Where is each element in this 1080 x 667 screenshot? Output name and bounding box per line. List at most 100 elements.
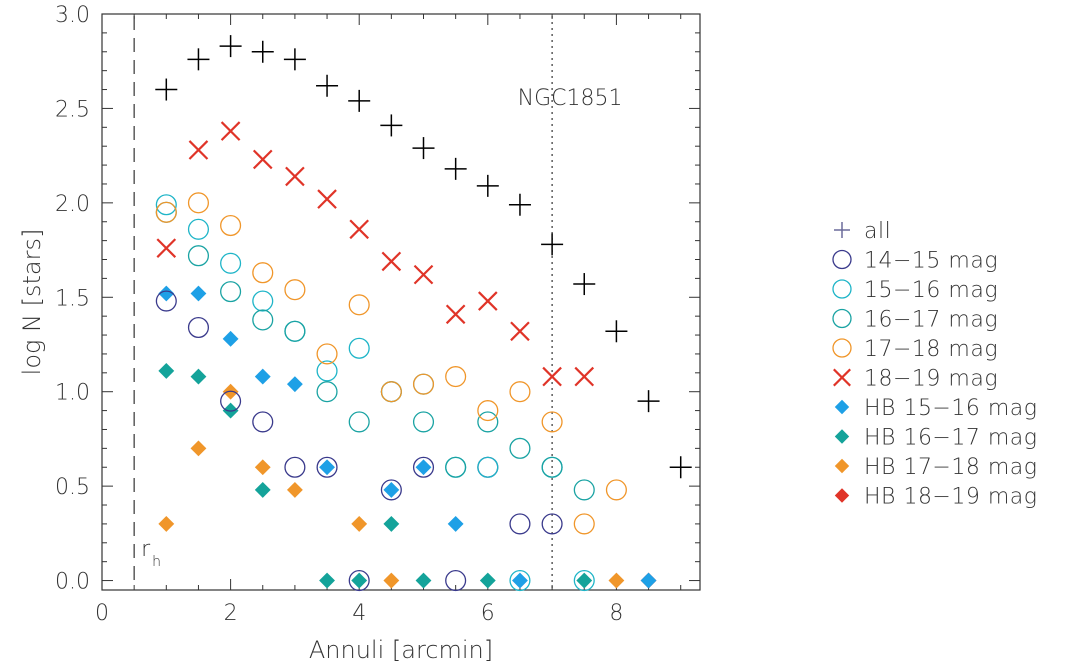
y-tick-label: 2.5 bbox=[55, 97, 90, 122]
data-point bbox=[285, 166, 305, 187]
data-point bbox=[222, 330, 239, 347]
data-point bbox=[509, 513, 531, 535]
data-point bbox=[220, 121, 241, 141]
data-point bbox=[573, 479, 595, 501]
data-point bbox=[348, 411, 370, 433]
data-point bbox=[252, 290, 274, 312]
series-circle-2 bbox=[155, 194, 595, 592]
data-point bbox=[317, 189, 337, 209]
legend-item: HB 16−17 mag bbox=[834, 426, 1037, 451]
data-point bbox=[252, 262, 274, 284]
legend-label: 14−15 mag bbox=[864, 249, 998, 274]
x-tick-label: 6 bbox=[481, 601, 495, 626]
series-diamond-6 bbox=[158, 285, 657, 589]
data-point bbox=[573, 273, 596, 296]
data-point bbox=[319, 572, 335, 589]
data-point bbox=[188, 140, 209, 160]
data-point bbox=[574, 366, 595, 387]
y-tick-label: 1.5 bbox=[55, 286, 90, 311]
legend-item: 18−19 mag bbox=[833, 367, 998, 392]
data-point bbox=[380, 114, 403, 137]
data-point bbox=[156, 238, 177, 258]
plot-area: 0 2 4 6 8 0.0 0.5 1.0 1.5 2.0 2.5 3.0 Annuli [arcmin… bbox=[18, 3, 701, 664]
data-point bbox=[412, 411, 435, 433]
legend-marker bbox=[834, 458, 850, 474]
data-point bbox=[220, 252, 242, 274]
data-point bbox=[316, 456, 338, 478]
legend-label: HB 18−19 mag bbox=[864, 485, 1037, 510]
rh-subscript: h bbox=[152, 554, 161, 570]
legend-marker bbox=[832, 279, 852, 299]
data-point bbox=[251, 40, 274, 63]
legend-item: 16−17 mag bbox=[832, 308, 998, 333]
legend-marker bbox=[832, 338, 852, 358]
legend-item: all bbox=[834, 219, 891, 244]
x-tick-label: 4 bbox=[352, 601, 366, 626]
data-point bbox=[478, 291, 498, 311]
data-point bbox=[158, 515, 175, 532]
data-point bbox=[187, 48, 210, 71]
legend-marker bbox=[834, 488, 850, 503]
legend-marker bbox=[834, 429, 850, 444]
data-point bbox=[510, 321, 530, 342]
data-point bbox=[316, 74, 339, 97]
legend: all 14−15 mag 15−16 mag 16−17 mag 17−18 mag 1… bbox=[832, 219, 1037, 510]
data-point bbox=[284, 279, 306, 301]
data-point bbox=[477, 456, 499, 478]
data-point bbox=[348, 89, 371, 112]
data-point bbox=[509, 381, 531, 403]
data-point bbox=[605, 479, 627, 501]
data-point bbox=[509, 437, 531, 459]
data-point bbox=[508, 193, 531, 216]
data-point bbox=[254, 459, 271, 476]
y-axis-title: log N [stars] bbox=[18, 229, 46, 376]
data-point bbox=[190, 285, 207, 302]
series-circle-4 bbox=[155, 192, 627, 535]
data-point bbox=[415, 459, 432, 476]
data-point bbox=[637, 390, 660, 413]
data-point bbox=[252, 149, 273, 170]
data-point bbox=[187, 316, 210, 339]
series-circle-3 bbox=[155, 201, 595, 501]
data-point bbox=[286, 376, 303, 393]
y-tick-label: 1.0 bbox=[55, 381, 90, 406]
legend-label: 15−16 mag bbox=[864, 278, 998, 303]
legend-label: HB 17−18 mag bbox=[864, 455, 1037, 480]
data-point bbox=[155, 290, 177, 312]
data-point bbox=[542, 366, 562, 387]
data-point bbox=[512, 572, 528, 589]
legend-marker bbox=[833, 368, 851, 387]
data-point bbox=[383, 481, 400, 498]
data-point bbox=[445, 366, 467, 388]
data-point bbox=[351, 572, 368, 589]
legend-label: all bbox=[864, 219, 891, 244]
data-point bbox=[477, 400, 499, 422]
plot-frame bbox=[101, 13, 701, 591]
data-point bbox=[351, 515, 368, 532]
series-diamond-8 bbox=[158, 383, 625, 589]
data-point bbox=[541, 233, 564, 256]
data-point bbox=[187, 192, 210, 214]
x-tick-label: 8 bbox=[609, 601, 623, 626]
legend-marker bbox=[832, 249, 852, 270]
data-point bbox=[158, 285, 175, 302]
legend-marker bbox=[834, 399, 850, 415]
data-point bbox=[608, 572, 625, 589]
data-point bbox=[349, 219, 370, 240]
data-point bbox=[254, 481, 271, 498]
data-point bbox=[187, 245, 210, 267]
legend-label: 17−18 mag bbox=[864, 337, 998, 362]
data-point bbox=[252, 411, 274, 433]
data-point bbox=[573, 513, 595, 535]
data-point bbox=[348, 294, 370, 316]
data-point bbox=[445, 456, 467, 478]
data-point bbox=[445, 570, 467, 592]
data-point bbox=[509, 570, 531, 592]
data-point bbox=[413, 264, 434, 285]
rh-label: r bbox=[141, 537, 151, 562]
legend-marker bbox=[832, 308, 852, 329]
series-x-5 bbox=[156, 121, 595, 387]
data-point bbox=[190, 440, 207, 457]
data-point bbox=[348, 570, 370, 592]
x-tick-label: 2 bbox=[224, 601, 238, 626]
